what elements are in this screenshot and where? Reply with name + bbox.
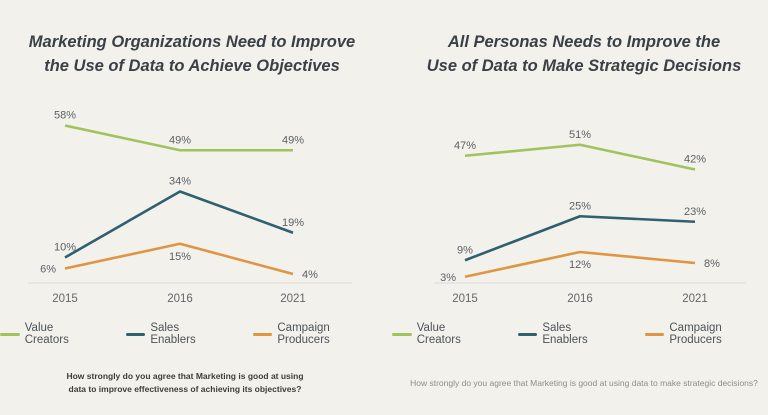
data-label: 58%: [54, 110, 76, 122]
data-label: 51%: [569, 129, 591, 141]
chart-legend: Value Creators Sales Enablers Campaign Pro…: [0, 322, 384, 346]
x-axis-tick-label: 2021: [682, 293, 708, 305]
legend-swatch: [392, 332, 412, 336]
data-label: 10%: [54, 242, 76, 254]
line-chart-objectives: 2015 2016 2021 58% 49% 49% 10% 34% 19% 6% 15% 4%: [28, 110, 352, 305]
data-label: 49%: [282, 134, 304, 146]
legend-swatch: [0, 332, 20, 336]
legend-item-sales-enablers: Sales Enablers: [125, 322, 227, 346]
x-axis-tick-label: 2015: [452, 293, 478, 305]
legend-swatch: [125, 332, 146, 336]
series-line-campaign-producers: [464, 250, 696, 279]
legend-label: Value Creators: [416, 322, 461, 346]
data-label: 23%: [684, 206, 706, 218]
chart-title: All Personas Needs to Improve the Use of…: [392, 31, 768, 78]
survey-question-footnote: How strongly do you agree that Marketing…: [66, 371, 304, 394]
chart-title: Marketing Organizations Need to Improve …: [0, 31, 384, 78]
chart-title-line1: All Personas Needs to Improve the: [447, 33, 721, 51]
legend-item-value-creators: Value Creators: [0, 322, 100, 346]
data-label: 4%: [302, 269, 318, 281]
chart-legend: Value Creators Sales Enablers Campaign Pro…: [392, 322, 768, 346]
legend-label: Value Creators: [24, 322, 69, 346]
legend-label: Sales Enablers: [542, 322, 588, 346]
series-line-sales-enablers: [464, 214, 696, 262]
data-label: 34%: [169, 176, 191, 188]
series-line-sales-enablers: [64, 190, 294, 259]
legend-swatch: [517, 332, 538, 336]
legend-label: Campaign Producers: [669, 322, 722, 346]
chart-title-line1: Marketing Organizations Need to Improve: [28, 33, 356, 51]
chart-title-line2: Use of Data to Make Strategic Decisions: [426, 56, 742, 75]
line-chart-strategic-decisions: 2015 2016 2021 47% 51% 42% 9% 25% 23% 3% 12% 8%: [434, 129, 746, 305]
legend-item-campaign-producers: Campaign Producers: [252, 322, 384, 346]
legend-item-campaign-producers: Campaign Producers: [644, 322, 768, 346]
data-label: 19%: [282, 217, 304, 229]
data-label: 12%: [569, 259, 591, 271]
data-label: 6%: [40, 264, 56, 276]
x-axis-tick-label: 2015: [52, 293, 78, 305]
chart-title-line2: the Use of Data to Achieve Objectives: [44, 56, 340, 75]
data-label: 25%: [569, 200, 591, 212]
legend-label: Sales Enablers: [150, 322, 196, 346]
chart-panel-strategic-decisions: All Personas Needs to Improve the Use of…: [384, 0, 768, 415]
chart-panel-objectives: Marketing Organizations Need to Improve …: [0, 31, 384, 394]
data-label: 42%: [684, 154, 706, 166]
series-line-campaign-producers: [64, 242, 294, 276]
x-axis-tick-label: 2016: [567, 293, 593, 305]
legend-label: Campaign Producers: [277, 322, 330, 346]
legend-item-value-creators: Value Creators: [392, 322, 492, 346]
data-label: 3%: [440, 272, 456, 284]
legend-swatch: [644, 332, 665, 336]
data-label: 49%: [169, 134, 191, 146]
series-line-value-creators: [464, 143, 696, 171]
series-line-value-creators: [64, 124, 293, 152]
data-label: 47%: [454, 140, 476, 152]
data-label: 9%: [457, 244, 473, 256]
data-label: 15%: [169, 251, 191, 263]
legend-item-sales-enablers: Sales Enablers: [517, 322, 619, 346]
data-label: 8%: [704, 258, 720, 270]
survey-question-footnote: How strongly do you agree that Marketing…: [410, 378, 758, 388]
x-axis-tick-label: 2016: [167, 293, 193, 305]
x-axis-tick-label: 2021: [280, 293, 306, 305]
legend-swatch: [252, 332, 273, 336]
